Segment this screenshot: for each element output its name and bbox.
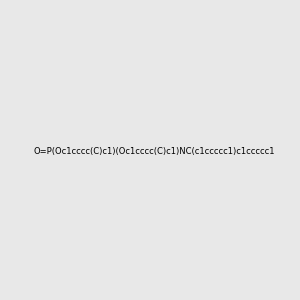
Text: O=P(Oc1cccc(C)c1)(Oc1cccc(C)c1)NC(c1ccccc1)c1ccccc1: O=P(Oc1cccc(C)c1)(Oc1cccc(C)c1)NC(c1cccc…: [33, 147, 274, 156]
